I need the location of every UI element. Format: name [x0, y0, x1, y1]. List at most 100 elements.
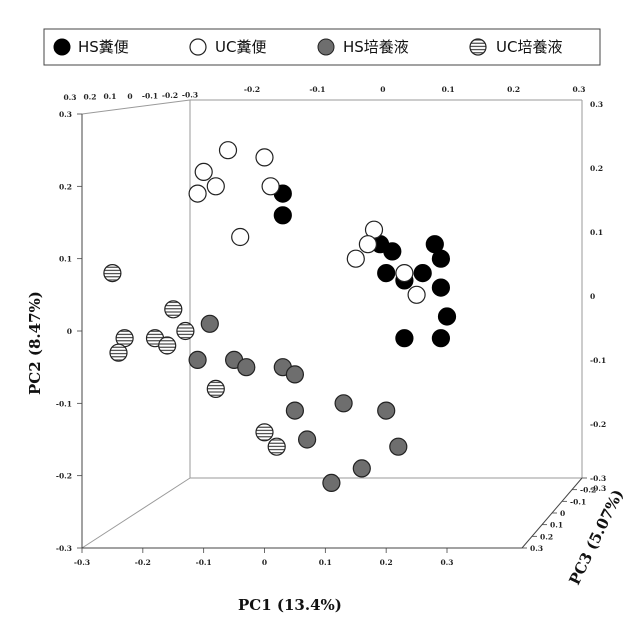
top-left-tick-label: -0.1	[142, 91, 158, 100]
pc1-tick-label: 0.3	[440, 558, 453, 567]
axis-ticks: -0.3 -0.2 -0.1 0 0.1 0.2 0.3 -0.3 -0.2 -0.1 0 0.1 0.…	[56, 85, 606, 567]
top-left-tick-label: -0.3	[182, 91, 198, 100]
pc3-tick-label: 0	[560, 509, 565, 518]
frame-bottom-left-diagonal	[82, 478, 190, 548]
pc1-tick-label: 0.1	[319, 558, 332, 567]
right-tick-label: -0.1	[590, 356, 606, 365]
hs-culture-point	[335, 395, 352, 412]
uc-feces-point	[207, 178, 224, 195]
hs-culture-point	[201, 315, 218, 332]
top-right-tick-label: 0.3	[572, 85, 585, 94]
legend-item-hs-feces: HS糞便	[54, 38, 129, 56]
top-right-tick-label: 0.1	[442, 85, 455, 94]
top-right-tick-label: 0	[380, 85, 385, 94]
uc-culture-point	[110, 344, 127, 361]
uc-feces-point	[262, 178, 279, 195]
uc-culture-point	[165, 301, 182, 318]
pc1-axis-label: PC1 (13.4%)	[238, 596, 342, 614]
hs-feces-point	[396, 330, 413, 347]
uc-culture-point	[177, 323, 194, 340]
hs-culture-point	[286, 366, 303, 383]
top-right-tick-label: -0.2	[244, 85, 260, 94]
data-points	[104, 142, 456, 492]
right-tick-label: -0.3	[590, 484, 606, 493]
uc-culture-point	[268, 438, 285, 455]
pc1-tick-label: -0.2	[135, 558, 151, 567]
right-tick-label: -0.2	[590, 420, 606, 429]
hs-culture-point	[378, 402, 395, 419]
hs-culture-point	[299, 431, 316, 448]
uc-feces-point	[232, 229, 249, 246]
pc2-tick-label: -0.3	[56, 544, 72, 553]
hs-feces-point	[384, 243, 401, 260]
uc-culture-point	[256, 424, 273, 441]
top-left-tick-label: 0.1	[103, 92, 116, 101]
top-left-tick-label: -0.2	[162, 91, 178, 100]
uc-culture-point	[159, 337, 176, 354]
pc3-tick-label: -0.3	[590, 474, 606, 483]
legend-marker-hs-feces	[54, 39, 70, 55]
uc-feces-point	[220, 142, 237, 159]
right-tick-label: 0	[590, 292, 595, 301]
hs-culture-point	[238, 359, 255, 376]
hs-feces-point	[432, 330, 449, 347]
hs-culture-point	[189, 351, 206, 368]
top-right-tick-label: 0.2	[507, 85, 520, 94]
pc2-tick-label: -0.2	[56, 472, 72, 481]
pc3-tick-label: -0.1	[570, 497, 586, 506]
hs-culture-point	[390, 438, 407, 455]
right-tick-label: 0.3	[590, 100, 603, 109]
pc2-tick-label: 0.3	[59, 110, 72, 119]
pc2-tick-label: -0.1	[56, 399, 72, 408]
legend-item-hs-culture: HS培養液	[318, 38, 409, 56]
right-tick-label: 0.1	[590, 228, 603, 237]
legend-label-hs-feces: HS糞便	[78, 38, 129, 56]
legend-item-uc-feces: UC糞便	[190, 38, 266, 56]
legend: HS糞便 UC糞便 HS培養液 UC培養液	[44, 29, 600, 65]
legend-marker-uc-culture	[470, 39, 486, 55]
pc1-tick-label: -0.3	[74, 558, 90, 567]
uc-feces-point	[195, 163, 212, 180]
legend-label-hs-culture: HS培養液	[343, 38, 409, 56]
hs-feces-point	[378, 265, 395, 282]
top-left-tick-label: 0	[127, 92, 132, 101]
hs-feces-point	[414, 265, 431, 282]
hs-feces-point	[432, 279, 449, 296]
uc-feces-point	[396, 265, 413, 282]
pc2-axis-label: PC2 (8.47%)	[26, 291, 44, 395]
pc3-tick-label: 0.3	[530, 544, 543, 553]
pc3-tick-label: 0.1	[550, 521, 563, 530]
hs-culture-point	[286, 402, 303, 419]
hs-feces-point	[274, 207, 291, 224]
uc-culture-point	[104, 265, 121, 282]
series-hs-culture	[189, 315, 407, 491]
series-hs-feces	[274, 185, 455, 347]
top-left-tick-label: 0.2	[83, 93, 96, 102]
hs-feces-point	[439, 308, 456, 325]
uc-culture-point	[207, 380, 224, 397]
hs-culture-point	[353, 460, 370, 477]
hs-culture-point	[323, 474, 340, 491]
legend-label-uc-feces: UC糞便	[215, 38, 266, 56]
top-left-tick-label: 0.3	[63, 93, 76, 102]
pc2-tick-label: 0.2	[59, 182, 72, 191]
pc1-tick-label: -0.1	[196, 558, 212, 567]
uc-feces-point	[189, 185, 206, 202]
uc-feces-point	[256, 149, 273, 166]
hs-feces-point	[432, 250, 449, 267]
right-tick-label: 0.2	[590, 164, 603, 173]
pc2-tick-label: 0	[67, 327, 72, 336]
pc2-tick-label: 0.1	[59, 255, 72, 264]
legend-label-uc-culture: UC培養液	[496, 38, 562, 56]
legend-marker-uc-feces	[190, 39, 206, 55]
legend-marker-hs-culture	[318, 39, 334, 55]
top-right-tick-label: -0.1	[309, 85, 325, 94]
uc-feces-point	[347, 250, 364, 267]
uc-feces-point	[359, 236, 376, 253]
frame-top-left-diagonal	[82, 100, 190, 114]
pc1-tick-label: 0.2	[380, 558, 393, 567]
pc1-tick-label: 0	[262, 558, 267, 567]
pc3-tick-label: 0.2	[540, 532, 553, 541]
uc-feces-point	[408, 286, 425, 303]
